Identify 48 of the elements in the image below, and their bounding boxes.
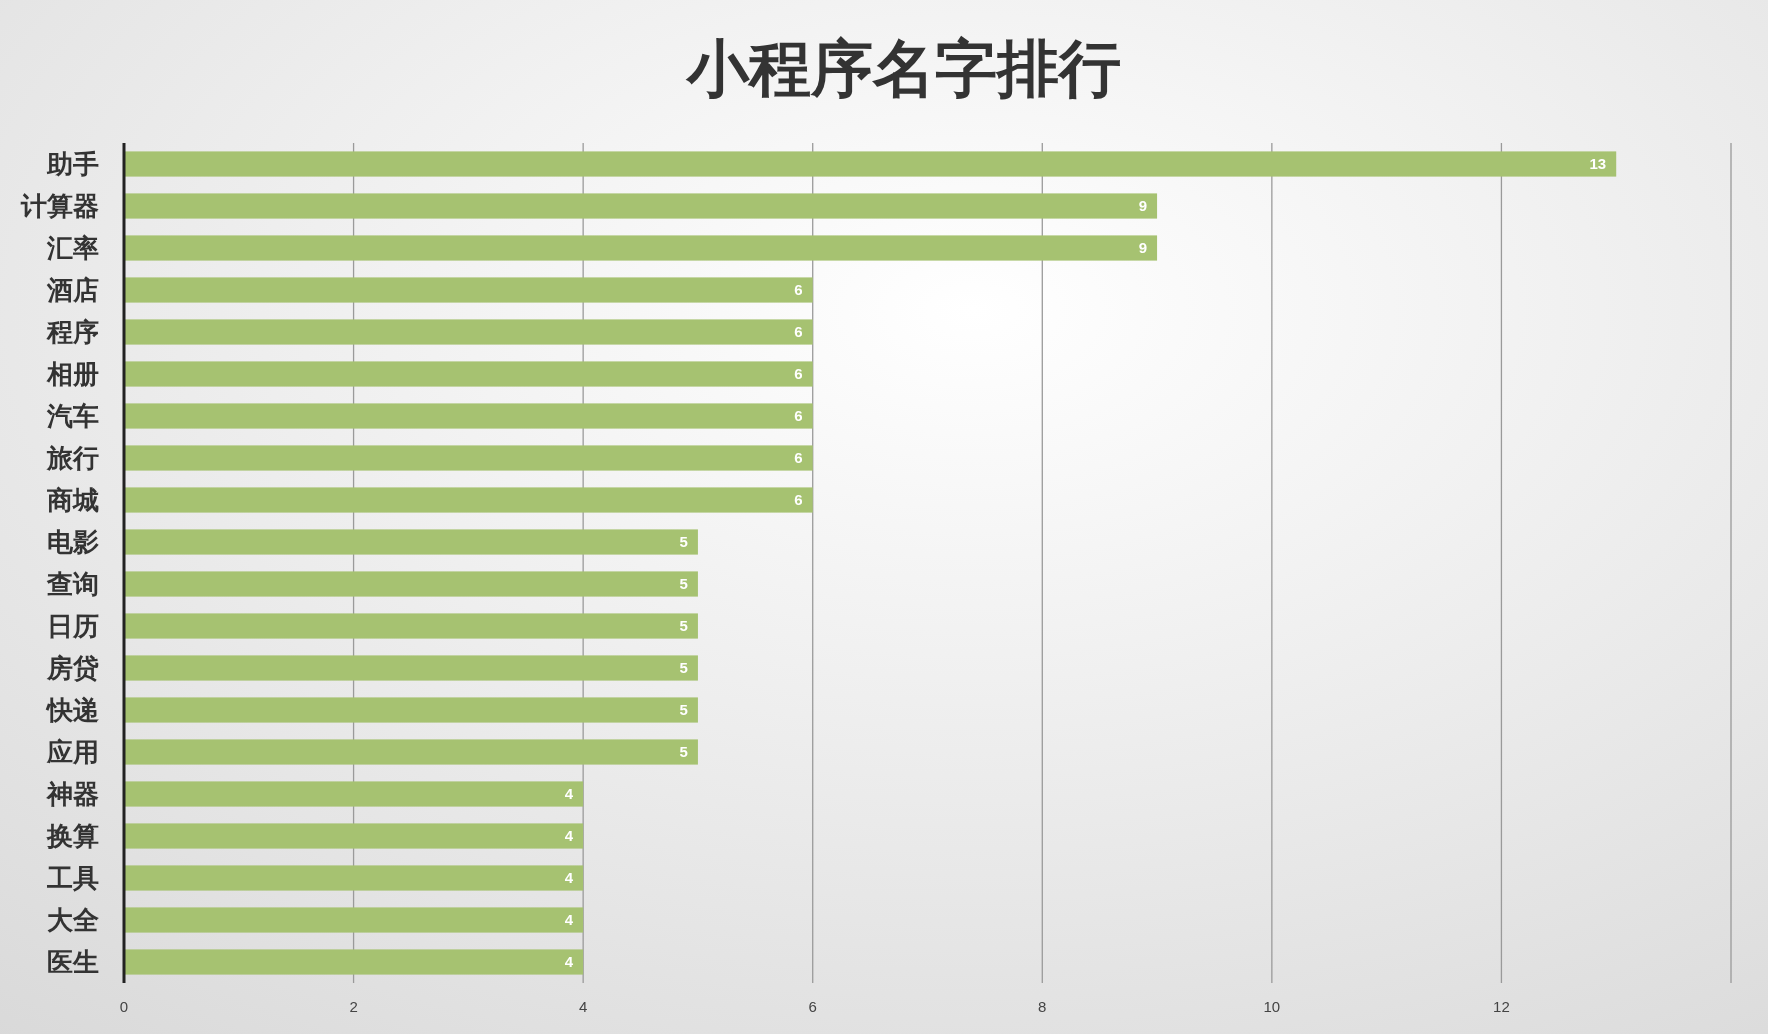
data-label: 4: [564, 827, 574, 844]
y-tick-label: 日历: [47, 611, 99, 641]
data-label: 5: [679, 533, 688, 550]
data-label: 13: [1589, 155, 1607, 172]
data-label: 5: [679, 659, 688, 676]
data-label: 5: [679, 743, 688, 760]
y-tick-label: 快递: [45, 695, 99, 725]
data-label: 6: [794, 281, 803, 298]
y-tick-label: 大全: [47, 905, 100, 935]
y-tick-label: 酒店: [46, 275, 99, 305]
y-tick-label: 神器: [45, 779, 99, 809]
y-tick-label: 汽车: [46, 401, 99, 431]
data-label: 4: [564, 911, 574, 928]
x-tick-label: 0: [119, 998, 129, 1015]
y-tick-label: 商城: [46, 485, 99, 515]
data-label: 6: [794, 491, 803, 508]
data-label: 6: [794, 323, 803, 340]
data-label: 4: [564, 785, 574, 802]
y-tick-label: 程序: [46, 317, 99, 347]
y-tick-label: 医生: [47, 947, 99, 977]
y-tick-label: 旅行: [46, 443, 99, 473]
y-tick-label: 计算器: [20, 191, 99, 221]
x-tick-label: 8: [1038, 998, 1047, 1015]
y-tick-label: 应用: [46, 737, 99, 767]
y-tick-label: 换算: [46, 821, 99, 851]
data-label: 6: [794, 365, 803, 382]
data-label: 6: [794, 449, 803, 466]
data-label: 5: [679, 575, 688, 592]
y-tick-label: 工具: [46, 863, 99, 893]
y-tick-label: 电影: [47, 527, 99, 557]
data-label: 5: [679, 617, 688, 634]
y-tick-label: 相册: [46, 359, 99, 389]
y-tick-label: 房贷: [46, 653, 99, 683]
x-tick-label: 2: [349, 998, 358, 1015]
x-tick-label: 6: [808, 998, 817, 1015]
data-label: 6: [794, 407, 803, 424]
x-tick-label: 4: [578, 998, 588, 1015]
y-tick-label: 汇率: [46, 233, 99, 263]
data-label: 9: [1138, 239, 1148, 256]
data-label: 4: [564, 869, 574, 886]
y-tick-label: 助手: [46, 149, 99, 179]
x-tick-label: 12: [1493, 998, 1510, 1015]
y-tick-label: 查询: [46, 569, 99, 599]
chart-title: 小程序名字排行: [685, 34, 1121, 103]
x-tick-label: 10: [1263, 998, 1281, 1015]
data-label: 5: [679, 701, 688, 718]
data-label: 9: [1138, 197, 1148, 214]
data-label: 4: [564, 953, 574, 970]
